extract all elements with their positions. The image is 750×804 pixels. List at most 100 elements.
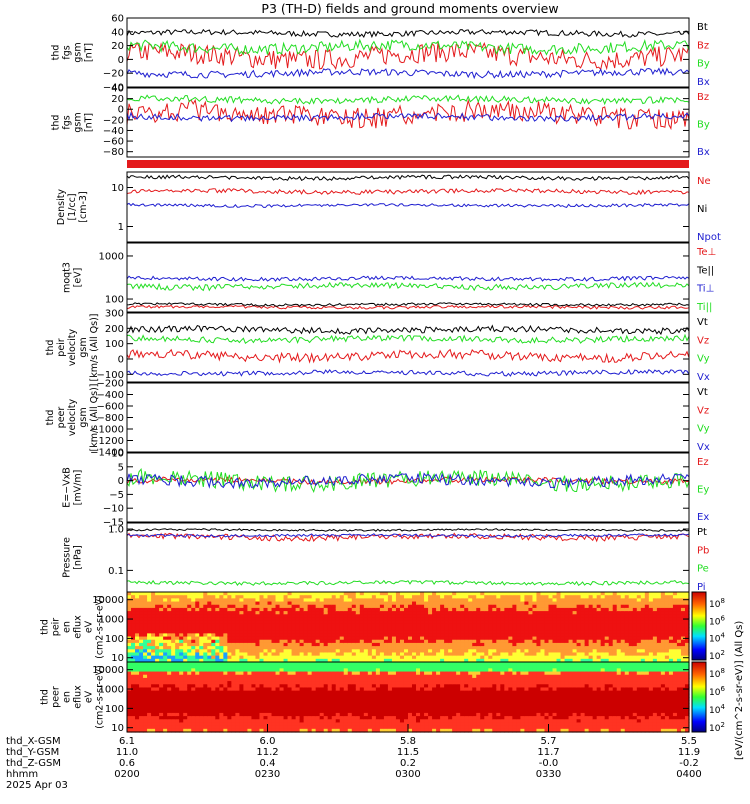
ytick-label: −5 — [109, 490, 124, 501]
legend-p1-0: Bt — [697, 22, 708, 33]
panel-ylabel: thdfgsgsm[nT] — [51, 112, 95, 132]
legend-p7-0: Ez — [697, 457, 709, 468]
series-line-p5-1 — [127, 350, 689, 363]
series-line-p7-2 — [127, 474, 689, 488]
ytick-label: −200 — [97, 379, 124, 390]
ytick-label: −600 — [97, 402, 124, 413]
legend-p4-2: Ti⊥ — [696, 284, 714, 295]
ytick-label: 40 — [111, 84, 124, 95]
legend-p6-1: Vz — [697, 405, 709, 416]
legend-p1-2: By — [697, 59, 710, 70]
ytick-label: 0.1 — [108, 566, 124, 577]
panel-p9: 10000100010010thdpeirenefluxeV(cm2-s-sr-… — [40, 592, 690, 664]
series-line-p1-0 — [127, 30, 689, 37]
ytick-label: 5 — [118, 462, 124, 473]
panel-p10: 10000100010010thdpeerenefluxeV(cm2-s-sr-… — [40, 662, 690, 734]
legend-p4-1: Te|| — [696, 265, 714, 276]
legend-p2-0: Bz — [697, 92, 709, 103]
ytick-label: 1 — [118, 222, 124, 233]
panel-frame — [127, 18, 689, 87]
ytick-label: −400 — [97, 390, 124, 401]
ytick-label: −60 — [103, 137, 124, 148]
ytick-label: −20 — [103, 69, 124, 80]
legend-p2-2: Bx — [697, 147, 710, 158]
legend-p3-1: Ni — [697, 204, 707, 215]
series-line-p1-3 — [127, 69, 689, 79]
ytick-label: 10 — [111, 449, 124, 460]
ytick-label: 100 — [105, 634, 124, 645]
ytick-label: 10 — [111, 183, 124, 194]
plot-title: P3 (TH-D) fields and ground moments over… — [261, 1, 558, 16]
ytick-label: −10 — [103, 504, 124, 515]
legend-p6-0: Vt — [697, 387, 708, 398]
panel-ylabel: moqt3[eV] — [62, 262, 84, 293]
legend-p5-2: Vy — [697, 354, 710, 365]
legend-p8-2: Pe — [697, 564, 709, 575]
ytick-label: 0 — [118, 55, 124, 66]
legend-p2-1: By — [697, 120, 710, 131]
legend-p6-2: Vy — [697, 424, 710, 435]
ytick-label: 0 — [118, 355, 124, 366]
series-line-p2-1 — [127, 95, 689, 104]
series-line-p7-1 — [127, 469, 689, 492]
panel-frame — [127, 453, 689, 522]
legend-p7-1: Ey — [697, 485, 709, 496]
ytick-label: −80 — [103, 147, 124, 158]
series-line-p3-1 — [127, 175, 689, 180]
legend-p4-0: Te⊥ — [696, 247, 716, 258]
ytick-label: −40 — [103, 126, 124, 137]
legend-p7-2: Ex — [697, 512, 709, 523]
ytick-label: 20 — [111, 41, 124, 52]
legend-p5-0: Vt — [697, 317, 708, 328]
ytick-label: 10 — [111, 653, 124, 664]
panel-frame — [127, 88, 689, 157]
series-line-p4-2 — [127, 276, 689, 281]
panel-ylabel: Pressure[nPa] — [62, 537, 84, 578]
ytick-label: 40 — [111, 27, 124, 38]
series-line-p5-3 — [127, 370, 689, 376]
panel-p6: −200−400−600−800−1000−1200−1400thdpeerve… — [45, 379, 710, 459]
series-line-p1-2 — [127, 40, 689, 55]
series-line-p5-2 — [127, 335, 689, 343]
ytick-label: 200 — [105, 324, 124, 335]
series-line-p4-0 — [127, 305, 689, 309]
legend-p3-2: Npot — [697, 232, 721, 243]
legend-p8-0: Pt — [697, 527, 707, 538]
ytick-label: 0 — [118, 476, 124, 487]
legend-p6-3: Vx — [697, 442, 710, 453]
legend-p5-3: Vx — [697, 372, 710, 383]
panel-ylabel: thdpeervelocitygsm[km/s (All Qs)] — [45, 384, 100, 452]
panel-ylabel: Density[1/cc][cm-3] — [56, 189, 89, 225]
series-line-p8-0 — [127, 529, 689, 532]
legend-p8-3: Pi — [697, 582, 706, 593]
series-line-p4-3 — [127, 283, 689, 291]
ytick-label: 60 — [111, 14, 124, 25]
ytick-label: 100 — [105, 295, 124, 306]
series-line-p4-1 — [127, 303, 689, 306]
panel-ylabel: thdpeirvelocitygsm[km/s (All Qs)] — [45, 314, 100, 382]
ytick-label: 20 — [111, 94, 124, 105]
ytick-label: 300 — [105, 309, 124, 320]
series-line-p3-0 — [127, 189, 689, 195]
legend-p1-1: Bz — [697, 40, 709, 51]
legend-p1-3: Bx — [697, 77, 710, 88]
series-line-p5-0 — [127, 326, 689, 335]
ytick-label: 1000 — [99, 251, 124, 262]
ytick-label: 100 — [105, 339, 124, 350]
legend-p8-1: Pb — [697, 545, 709, 556]
series-line-p3-2 — [127, 203, 689, 207]
ytick-label: 0 — [118, 105, 124, 116]
ytick-label: −800 — [97, 413, 124, 424]
series-line-p8-2 — [127, 581, 689, 586]
panel-frame — [127, 383, 689, 452]
ytick-label: −20 — [103, 115, 124, 126]
